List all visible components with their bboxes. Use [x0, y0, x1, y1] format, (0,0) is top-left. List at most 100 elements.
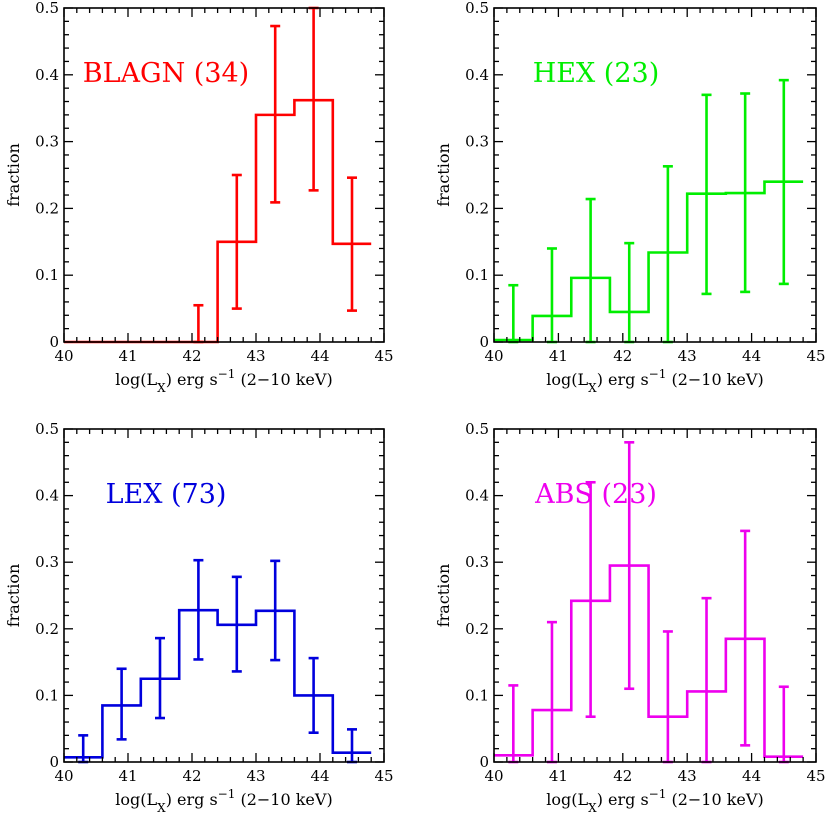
errorbar — [231, 173, 242, 310]
errorbar — [508, 283, 519, 344]
y-tick-label: 0.5 — [35, 420, 59, 438]
errorbar — [155, 636, 165, 720]
x-tick-label: 40 — [484, 347, 503, 365]
y-tick-label: 0.2 — [465, 199, 489, 217]
y-tick-label: 0.4 — [35, 487, 59, 505]
y-tick-label: 0.5 — [35, 0, 59, 17]
errorbar — [508, 684, 519, 764]
x-tick-label: 44 — [742, 767, 761, 785]
histogram-line — [64, 98, 372, 344]
y-tick-label: 0.2 — [465, 620, 489, 638]
panel-blagn: 40 41 42 43 44 45 0 0.1 0.2 0.3 0.4 0.5 fraction log(… — [4, 0, 394, 395]
x-tick-label: 40 — [484, 767, 503, 785]
y-tick-label: 0.5 — [465, 0, 489, 17]
y-tick-label: 0.3 — [465, 553, 489, 571]
x-tick-label: 45 — [806, 347, 825, 365]
x-tick-label: 42 — [182, 347, 201, 365]
errorbar — [347, 176, 357, 312]
y-tick-label: 0.2 — [35, 199, 59, 217]
x-axis-label: log(LX) erg s−1 (2−10 keV) — [546, 787, 763, 815]
panel-title: ABS (23) — [534, 479, 657, 510]
y-tick-label: 0 — [479, 333, 489, 351]
x-axis-label: log(LX) erg s−1 (2−10 keV) — [546, 367, 763, 395]
errorbar — [585, 480, 596, 719]
errorbar — [193, 303, 204, 344]
y-axis-label: fraction — [434, 143, 453, 207]
y-tick-label: 0.1 — [465, 686, 489, 704]
plot-frame — [493, 428, 817, 763]
x-tick-label: 45 — [374, 767, 393, 785]
errorbar — [662, 630, 673, 764]
x-tick-label: 41 — [549, 347, 568, 365]
errorbar — [701, 596, 712, 764]
panel-title: LEX (73) — [106, 479, 227, 510]
panel-hex: 40 41 42 43 44 45 0 0.1 0.2 0.3 0.4 0.5 fraction log(… — [434, 0, 826, 395]
x-tick-label: 43 — [246, 767, 265, 785]
x-tick-label: 43 — [678, 347, 697, 365]
x-tick-label: 41 — [549, 767, 568, 785]
x-tick-label: 41 — [118, 347, 137, 365]
y-tick-label: 0.4 — [465, 66, 489, 84]
y-tick-label: 0 — [49, 753, 59, 771]
y-tick-label: 0.1 — [465, 266, 489, 284]
errorbar — [231, 575, 242, 673]
y-tick-label: 0.1 — [35, 266, 59, 284]
errorbar — [546, 620, 557, 764]
errorbar — [116, 667, 127, 741]
y-axis-label: fraction — [4, 564, 23, 628]
y-tick-label: 0.2 — [35, 620, 59, 638]
x-tick-label: 45 — [374, 347, 393, 365]
errorbar — [624, 441, 635, 691]
y-tick-label: 0.3 — [35, 133, 59, 151]
errorbar — [778, 685, 789, 764]
errorbar — [270, 24, 281, 204]
y-axis-label: fraction — [4, 143, 23, 207]
histogram-line — [494, 180, 804, 342]
errorbar — [740, 92, 751, 294]
plot-frame — [493, 7, 817, 343]
x-axis-label: log(LX) erg s−1 (2−10 keV) — [115, 787, 332, 815]
errorbar — [585, 197, 596, 344]
y-tick-label: 0.1 — [35, 686, 59, 704]
x-tick-label: 43 — [246, 347, 265, 365]
histogram-line — [494, 564, 804, 758]
x-tick-label: 40 — [54, 767, 73, 785]
errorbar — [270, 559, 281, 662]
panel-abs: 40 41 42 43 44 45 0 0.1 0.2 0.3 0.4 0.5 fraction log(… — [434, 420, 826, 815]
y-tick-label: 0.4 — [35, 66, 59, 84]
errorbar — [347, 728, 357, 764]
errorbar — [546, 247, 557, 344]
errorbar — [624, 241, 635, 344]
x-axis-label: log(LX) erg s−1 (2−10 keV) — [115, 367, 332, 395]
errorbar — [701, 93, 712, 296]
y-tick-label: 0 — [49, 333, 59, 351]
y-tick-label: 0.3 — [35, 553, 59, 571]
x-tick-label: 41 — [118, 767, 137, 785]
x-tick-label: 42 — [182, 767, 201, 785]
errorbar — [662, 165, 673, 344]
x-tick-label: 42 — [613, 767, 632, 785]
errorbar — [193, 558, 204, 661]
errorbar — [308, 656, 319, 734]
histogram-line — [64, 608, 372, 759]
y-tick-label: 0.3 — [465, 133, 489, 151]
y-tick-label: 0.4 — [465, 487, 489, 505]
x-tick-label: 44 — [742, 347, 761, 365]
panel-title: BLAGN (34) — [83, 58, 249, 89]
panel-title: HEX (23) — [533, 58, 659, 89]
errorbar — [778, 78, 789, 286]
plot-frame — [63, 7, 385, 343]
x-tick-label: 44 — [310, 347, 329, 365]
panel-lex: 40 41 42 43 44 45 0 0.1 0.2 0.3 0.4 0.5 fraction log(… — [4, 420, 394, 815]
x-tick-label: 45 — [806, 767, 825, 785]
x-tick-label: 40 — [54, 347, 73, 365]
x-tick-label: 42 — [613, 347, 632, 365]
y-axis-label: fraction — [434, 564, 453, 628]
x-tick-label: 44 — [310, 767, 329, 785]
plot-frame — [63, 428, 385, 763]
y-tick-label: 0.5 — [465, 420, 489, 438]
y-tick-label: 0 — [479, 753, 489, 771]
errorbar — [740, 529, 751, 747]
x-tick-label: 43 — [678, 767, 697, 785]
